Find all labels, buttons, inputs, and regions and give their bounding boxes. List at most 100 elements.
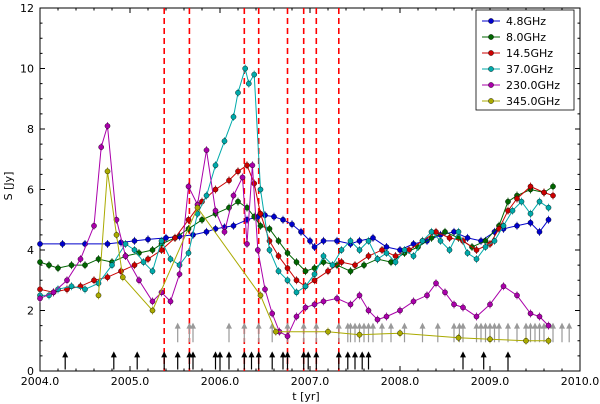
data-point bbox=[545, 204, 552, 211]
data-point bbox=[167, 298, 174, 305]
data-point bbox=[410, 298, 417, 305]
legend-entry: 14.5GHz bbox=[506, 47, 553, 60]
data-point bbox=[104, 123, 111, 129]
data-point bbox=[356, 238, 363, 244]
gray-arrow-head bbox=[536, 322, 543, 329]
data-point bbox=[397, 330, 403, 336]
y-tick-label: 2 bbox=[27, 305, 34, 318]
data-point bbox=[257, 210, 264, 217]
y-tick-label: 10 bbox=[20, 63, 34, 76]
data-point bbox=[251, 71, 257, 78]
x-tick-label: 2005.0 bbox=[111, 375, 150, 388]
black-arrow-head bbox=[248, 351, 255, 358]
data-point bbox=[77, 256, 84, 262]
data-point bbox=[149, 307, 156, 314]
black-arrow-head bbox=[359, 351, 366, 358]
data-point bbox=[347, 301, 354, 308]
gray-arrow-head bbox=[174, 322, 181, 329]
gray-arrow-head bbox=[523, 322, 529, 329]
gray-arrow-head bbox=[313, 322, 320, 329]
black-arrow-head bbox=[255, 351, 262, 358]
gray-arrow-head bbox=[379, 322, 385, 329]
data-point bbox=[275, 253, 282, 259]
data-point bbox=[550, 183, 556, 190]
black-arrow-head bbox=[335, 351, 342, 358]
gray-arrow-head bbox=[370, 322, 376, 329]
data-point bbox=[446, 235, 453, 241]
data-point bbox=[550, 192, 556, 199]
data-point bbox=[334, 295, 340, 302]
data-point bbox=[136, 277, 142, 284]
gray-arrow-head bbox=[401, 322, 408, 329]
data-point bbox=[37, 259, 43, 265]
data-point bbox=[91, 222, 97, 229]
data-point bbox=[320, 298, 327, 305]
data-point bbox=[266, 226, 273, 232]
data-point bbox=[212, 186, 219, 193]
data-point bbox=[293, 289, 300, 296]
data-point bbox=[98, 144, 104, 150]
data-point bbox=[536, 229, 543, 235]
y-tick-label: 6 bbox=[27, 184, 34, 197]
data-point bbox=[365, 307, 372, 314]
data-point bbox=[257, 186, 264, 193]
data-point bbox=[311, 244, 318, 250]
data-point bbox=[145, 236, 151, 243]
data-point bbox=[269, 310, 276, 317]
data-point bbox=[446, 247, 453, 253]
legend-swatch-point bbox=[488, 18, 494, 24]
data-point bbox=[442, 229, 448, 235]
data-point bbox=[325, 328, 331, 335]
gray-arrow-head bbox=[284, 322, 291, 329]
data-point bbox=[272, 328, 279, 335]
data-point bbox=[235, 89, 241, 96]
data-point bbox=[167, 256, 174, 262]
data-point bbox=[104, 274, 111, 281]
data-point bbox=[203, 229, 210, 235]
data-point bbox=[500, 283, 507, 290]
black-arrow-head bbox=[365, 351, 372, 358]
data-point bbox=[514, 292, 520, 299]
data-point bbox=[482, 244, 489, 250]
data-point bbox=[122, 253, 129, 259]
gray-arrow-head bbox=[347, 322, 354, 329]
black-arrow-head bbox=[344, 351, 351, 358]
y-tick-label: 4 bbox=[27, 244, 34, 257]
gray-arrow-head bbox=[460, 322, 466, 329]
gray-arrow-head bbox=[352, 322, 358, 329]
data-point bbox=[347, 238, 354, 244]
data-point bbox=[230, 192, 237, 199]
gray-arrow-head bbox=[388, 322, 394, 329]
data-point bbox=[104, 241, 111, 247]
black-arrow-head bbox=[226, 351, 232, 358]
data-point bbox=[140, 259, 147, 265]
data-point bbox=[203, 192, 210, 199]
data-point bbox=[293, 277, 300, 284]
legend-swatch-point bbox=[488, 82, 494, 88]
data-point bbox=[527, 210, 534, 217]
data-point bbox=[307, 238, 313, 244]
black-arrow-head bbox=[174, 351, 181, 358]
data-point bbox=[338, 259, 345, 265]
gray-arrow-head bbox=[491, 322, 498, 329]
black-arrow-head bbox=[110, 351, 117, 358]
data-point bbox=[251, 180, 257, 187]
data-point bbox=[505, 198, 511, 205]
data-point bbox=[311, 271, 318, 278]
data-point bbox=[131, 247, 138, 253]
data-point bbox=[437, 238, 444, 244]
legend-swatch-point bbox=[488, 50, 494, 56]
black-arrow-head bbox=[134, 351, 141, 358]
data-point bbox=[95, 292, 102, 299]
data-point bbox=[275, 268, 282, 274]
data-point bbox=[239, 174, 246, 181]
gray-arrow-head bbox=[505, 322, 511, 329]
data-point bbox=[514, 195, 520, 202]
data-point bbox=[226, 177, 232, 184]
data-point bbox=[158, 238, 165, 244]
data-point bbox=[356, 331, 363, 338]
legend-entry: 230.0GHz bbox=[506, 79, 560, 92]
data-point bbox=[383, 313, 390, 320]
data-point bbox=[464, 235, 471, 241]
data-point bbox=[284, 277, 291, 284]
